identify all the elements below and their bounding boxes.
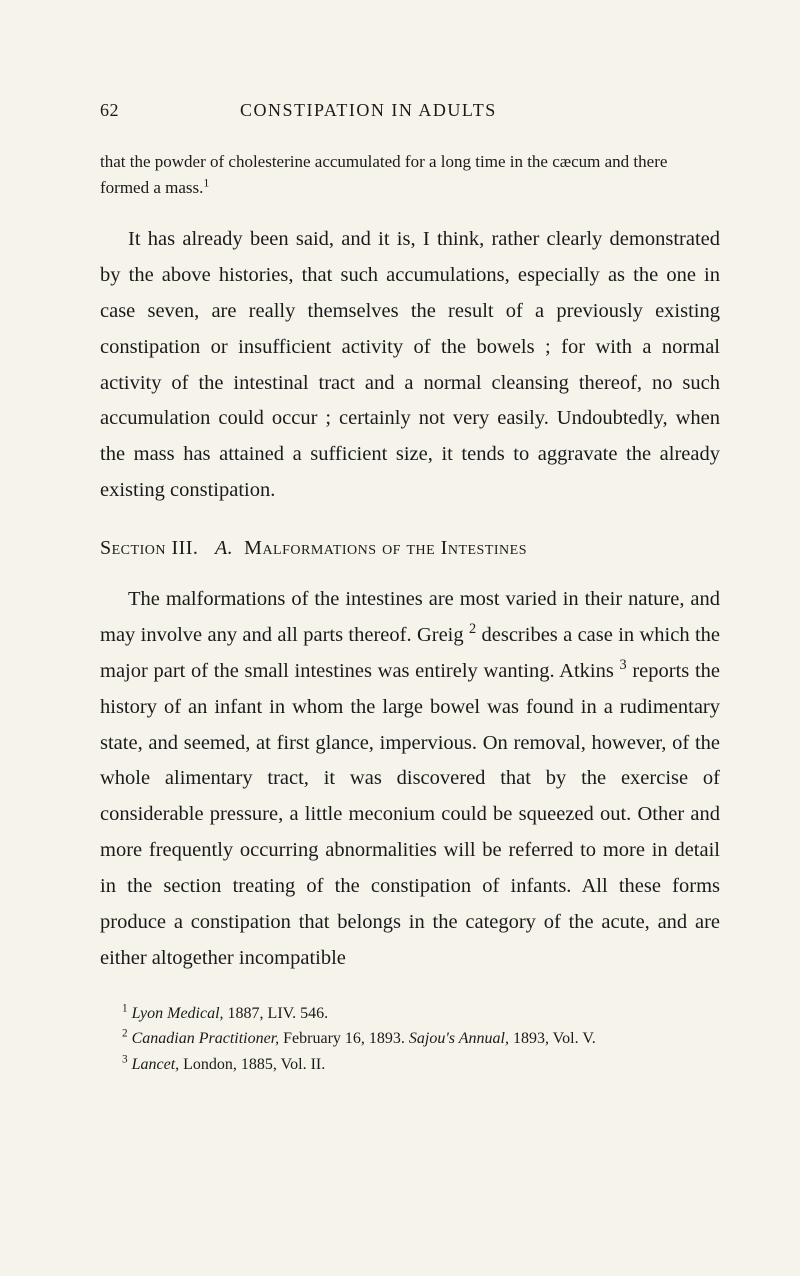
footnote-2: 2 Canadian Practitioner, February 16, 18… — [100, 1026, 720, 1052]
section-number: Section III. — [100, 537, 198, 559]
section-title: Malformations of the Intestines — [244, 537, 527, 559]
footnote-1: 1 Lyon Medical, 1887, LIV. 546. — [100, 1001, 720, 1027]
footnote-2-mid: February 16, 1893. — [279, 1030, 409, 1047]
page-header: 62 CONSTIPATION IN ADULTS — [100, 100, 720, 121]
excerpt-text: that the powder of cholesterine accumula… — [100, 149, 720, 200]
footnote-3-source: Lancet, — [132, 1056, 180, 1073]
footnote-1-num: 1 — [122, 1002, 128, 1014]
running-head: CONSTIPATION IN ADULTS — [240, 100, 497, 121]
footnote-ref-3: 3 — [620, 657, 627, 673]
footnote-2-source: Canadian Practitioner, — [132, 1030, 280, 1047]
footnote-3-rest: London, 1885, Vol. II. — [179, 1056, 325, 1073]
footnote-2-rest: 1893, Vol. V. — [509, 1030, 596, 1047]
section-sub: A. — [215, 537, 233, 559]
page-number: 62 — [100, 100, 240, 121]
section-heading: Section III. A. Malformations of the Int… — [100, 537, 720, 560]
excerpt-body: that the powder of cholesterine accumula… — [100, 152, 667, 197]
footnote-1-source: Lyon Medical, — [132, 1005, 224, 1022]
footnote-ref-1: 1 — [203, 175, 209, 189]
footnote-3-num: 3 — [122, 1053, 128, 1065]
paragraph-2: The malformations of the intestines are … — [100, 582, 720, 977]
footnote-3: 3 Lancet, London, 1885, Vol. II. — [100, 1052, 720, 1078]
page: 62 CONSTIPATION IN ADULTS that the powde… — [0, 0, 800, 1117]
paragraph-1: It has already been said, and it is, I t… — [100, 222, 720, 509]
footnote-2-num: 2 — [122, 1028, 128, 1040]
para2-t3: reports the history of an infant in whom… — [100, 660, 720, 969]
footnotes: 1 Lyon Medical, 1887, LIV. 546. 2 Canadi… — [100, 1001, 720, 1078]
footnote-2-source2: Sajou's Annual, — [409, 1030, 509, 1047]
footnote-1-rest: 1887, LIV. 546. — [224, 1005, 329, 1022]
